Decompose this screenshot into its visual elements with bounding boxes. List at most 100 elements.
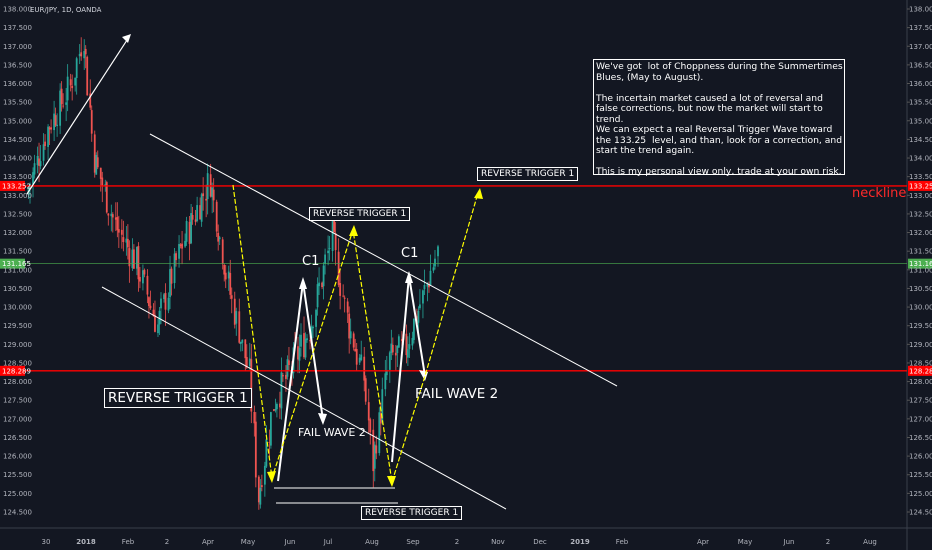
price-axis[interactable]: 124.500 124.500 125.000 125.000 125.500 125.5…	[3, 5, 932, 516]
candle-body	[80, 52, 83, 57]
candle-body	[250, 359, 253, 412]
candle-body	[405, 333, 408, 356]
candle-body	[280, 372, 283, 409]
candle-body	[360, 354, 363, 361]
candle-body	[179, 244, 182, 246]
candle-body	[254, 421, 257, 478]
candle-body	[75, 58, 78, 78]
price-tick-label-left: 126.000	[3, 453, 32, 461]
candle-body	[83, 51, 86, 59]
white-waves	[277, 275, 426, 482]
candle-body	[276, 403, 278, 410]
price-tick-label-left: 124.500	[3, 509, 32, 517]
candle-body	[429, 270, 432, 286]
level-tag-left-label: 128.289	[2, 367, 31, 375]
candle-body	[288, 360, 290, 365]
candle-body	[107, 213, 110, 216]
candle-body	[298, 348, 301, 361]
yellow-arrowheads	[267, 188, 483, 487]
candle-body	[367, 402, 370, 421]
price-tick-label-left: 131.500	[3, 248, 32, 256]
candle-body	[337, 251, 340, 285]
candle-body	[343, 297, 346, 299]
candle-body	[217, 232, 220, 242]
candle-body	[74, 77, 77, 86]
candle-body	[59, 90, 62, 126]
level-tag	[908, 365, 932, 376]
time-tick-label: 2	[826, 538, 830, 546]
candle-body	[120, 229, 123, 235]
candle-body	[346, 301, 349, 313]
candle-body	[194, 219, 197, 222]
time-tick-label: Dec	[533, 538, 547, 546]
level-tag	[908, 180, 932, 191]
candle-body	[71, 86, 74, 89]
candle-body	[297, 346, 299, 360]
time-axis[interactable]: 30 2018 Feb 2 Apr May Jun Jul Aug Sep 2 Nov Dec 2019 F…	[42, 538, 877, 546]
channel-upper-line	[149, 133, 618, 387]
level-tag-left	[0, 258, 25, 269]
candle-body	[39, 161, 42, 167]
candle-body	[273, 409, 275, 411]
price-tick-label: 136.500	[909, 61, 932, 69]
candle-body	[321, 282, 323, 288]
candle-body	[54, 115, 57, 126]
c1-left-label: C1	[302, 254, 320, 269]
candle-body	[122, 237, 125, 243]
candle-body	[428, 284, 430, 288]
candle-body	[263, 465, 266, 485]
candle-body	[199, 205, 202, 220]
candle-body	[143, 269, 146, 275]
candle-body	[238, 311, 241, 343]
candlestick-series	[27, 37, 439, 510]
candle-body	[47, 126, 49, 147]
candle-body	[101, 177, 104, 187]
candle-body	[303, 333, 305, 358]
price-tick-label-left: 136.000	[3, 80, 32, 88]
time-tick-label: 2019	[570, 538, 590, 546]
candle-body	[241, 339, 244, 343]
candle-body	[137, 246, 140, 280]
price-tick-label-left: 135.500	[3, 99, 32, 107]
candle-body	[413, 318, 415, 340]
candle-body	[196, 205, 199, 221]
price-tick-label: 137.000	[909, 43, 932, 51]
price-tick-label: 131.000	[909, 266, 932, 274]
time-tick-label: Aug	[863, 538, 877, 546]
candle-body	[33, 163, 36, 175]
candle-body	[164, 293, 167, 310]
candle-body	[381, 389, 384, 423]
candle-body	[110, 213, 113, 217]
price-tick-label: 129.500	[909, 322, 932, 330]
arrow-head-icon	[349, 225, 358, 236]
arrow-head-icon	[405, 271, 413, 283]
candle-body	[126, 238, 129, 248]
price-tick-label-left: 125.500	[3, 471, 32, 479]
time-tick-label: Jun	[284, 538, 296, 546]
time-tick-label: May	[241, 538, 255, 546]
candle-body	[38, 158, 40, 166]
candle-body	[65, 102, 68, 105]
candle-body	[170, 268, 173, 284]
price-tick-label-left: 128.500	[3, 359, 32, 367]
time-tick-label: Jun	[783, 538, 795, 546]
price-tick-label: 134.000	[909, 155, 932, 163]
price-tick-label: 124.500	[909, 509, 932, 517]
price-tick-label-left: 135.000	[3, 117, 32, 125]
price-tick-label-left: 133.000	[3, 192, 32, 200]
candle-body	[355, 348, 358, 365]
candle-body	[369, 419, 372, 433]
price-tick-label-left: 125.000	[3, 490, 32, 498]
candle-body	[66, 76, 69, 101]
candle-body	[333, 217, 336, 232]
price-tick-label: 137.500	[909, 24, 932, 32]
candle-body	[233, 298, 236, 325]
candle-body	[334, 233, 337, 251]
candle-body	[142, 270, 144, 284]
price-tick-label: 133.500	[909, 173, 932, 181]
price-tick-label: 130.500	[909, 285, 932, 293]
reverse-trigger-big-label: REVERSE TRIGGER 1	[104, 388, 252, 408]
price-tick-label-left: 137.000	[3, 43, 32, 51]
price-tick-label: 133.000	[909, 192, 932, 200]
